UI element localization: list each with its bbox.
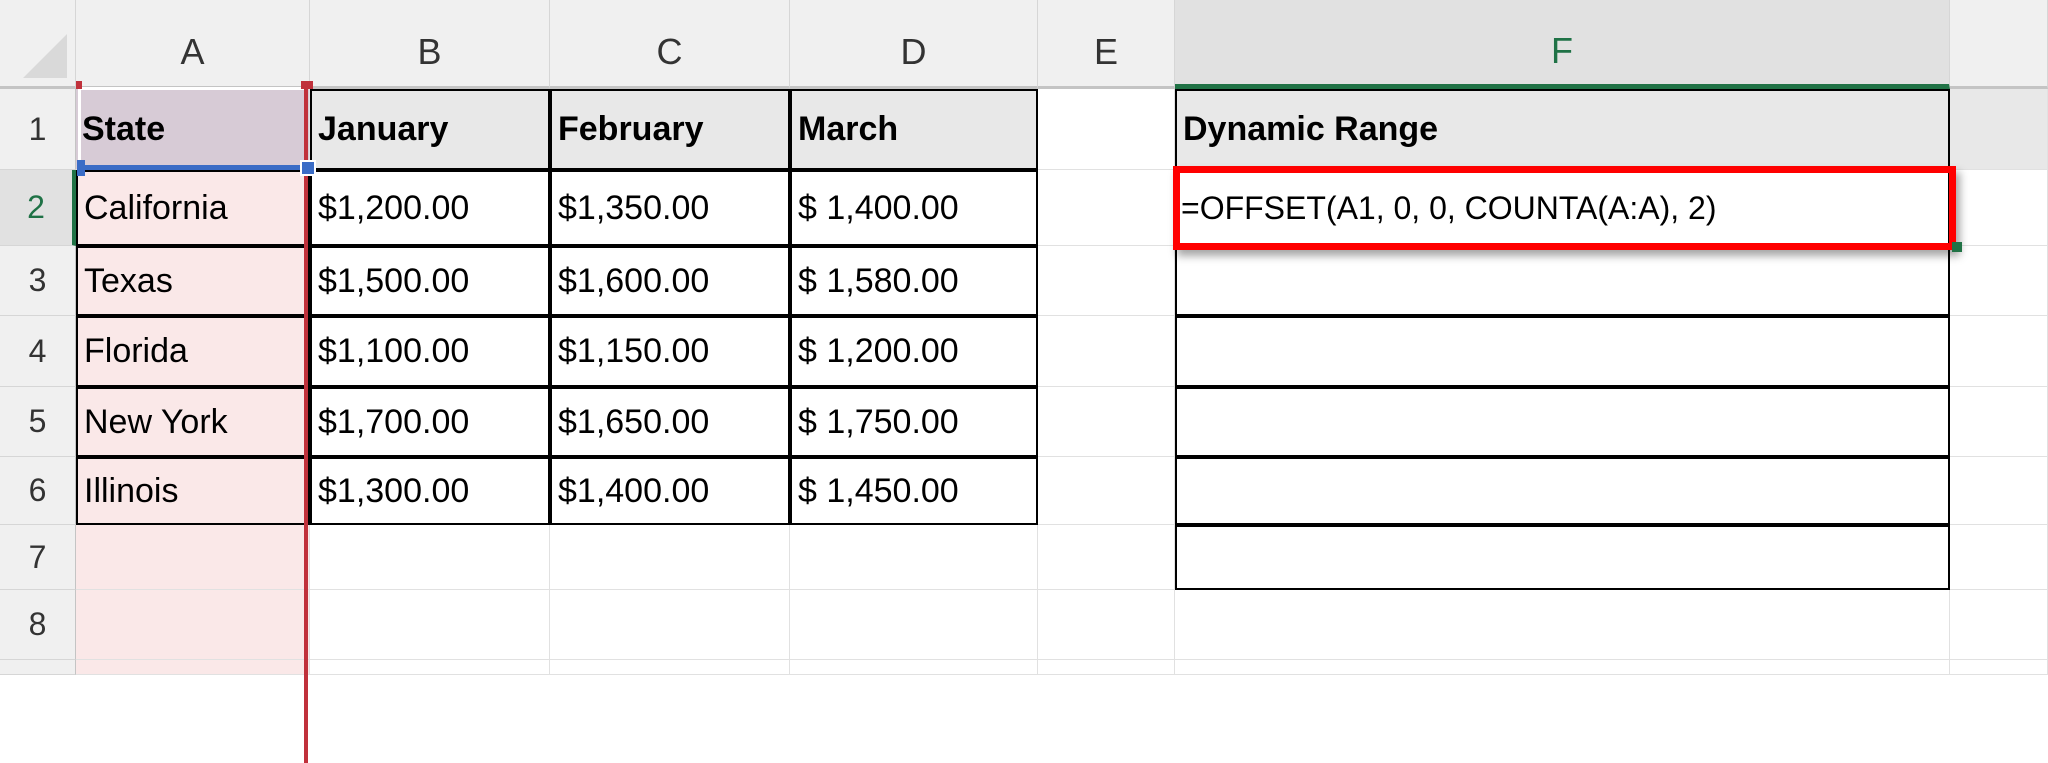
row-header-4[interactable]: 4 (0, 316, 76, 387)
cell[interactable] (310, 525, 550, 590)
cell[interactable] (76, 590, 310, 660)
cell[interactable] (550, 525, 790, 590)
cell[interactable] (1950, 525, 2048, 590)
cell[interactable] (1950, 590, 2048, 660)
cell[interactable] (1175, 660, 1950, 675)
cell[interactable] (550, 590, 790, 660)
cell[interactable] (1175, 590, 1950, 660)
cell[interactable] (1950, 457, 2048, 525)
table-cell[interactable]: $1,200.00 (310, 170, 550, 246)
cell[interactable] (1038, 387, 1175, 457)
cell[interactable] (550, 660, 790, 675)
dynamic-range-header[interactable]: Dynamic Range (1175, 89, 1950, 170)
table-cell[interactable]: $1,400.00 (550, 457, 790, 525)
select-all-triangle-icon (23, 34, 67, 78)
cell[interactable] (310, 660, 550, 675)
row-header-6[interactable]: 6 (0, 457, 76, 525)
table-cell[interactable]: $1,100.00 (310, 316, 550, 387)
range-handle-blue[interactable] (300, 160, 316, 176)
cell[interactable] (1950, 246, 2048, 316)
table-cell[interactable]: $1,700.00 (310, 387, 550, 457)
column-header-a[interactable]: A (76, 0, 310, 89)
cell[interactable] (1950, 316, 2048, 387)
table-cell[interactable]: $ 1,450.00 (790, 457, 1038, 525)
select-all-button[interactable] (0, 0, 76, 89)
table-cell[interactable]: Florida (76, 316, 310, 387)
cell[interactable] (1175, 387, 1950, 457)
table-cell[interactable]: $ 1,750.00 (790, 387, 1038, 457)
cell[interactable] (1950, 170, 2048, 246)
table-header-cell[interactable]: January (310, 89, 550, 170)
cell[interactable] (76, 525, 310, 590)
table-cell[interactable]: New York (76, 387, 310, 457)
table-cell[interactable]: $ 1,580.00 (790, 246, 1038, 316)
row-header-9[interactable] (0, 660, 76, 675)
cell[interactable] (1175, 316, 1950, 387)
table-cell[interactable]: $1,650.00 (550, 387, 790, 457)
table-cell[interactable]: $1,500.00 (310, 246, 550, 316)
table-cell[interactable]: $1,350.00 (550, 170, 790, 246)
selected-cell-a1[interactable] (78, 87, 308, 170)
column-header-d[interactable]: D (790, 0, 1038, 89)
row-header-1[interactable]: 1 (0, 89, 76, 170)
row-header-3[interactable]: 3 (0, 246, 76, 316)
cell[interactable] (1175, 525, 1950, 590)
cell[interactable] (1038, 170, 1175, 246)
row-header-2[interactable]: 2 (0, 170, 76, 246)
row-header-7[interactable]: 7 (0, 525, 76, 590)
table-cell[interactable]: California (76, 170, 310, 246)
row-header-5[interactable]: 5 (0, 387, 76, 457)
cell[interactable] (1038, 246, 1175, 316)
cell[interactable] (1038, 457, 1175, 525)
cell[interactable] (310, 590, 550, 660)
table-cell[interactable]: $1,600.00 (550, 246, 790, 316)
cell[interactable] (1950, 387, 2048, 457)
cell[interactable] (1175, 457, 1950, 525)
column-header-f[interactable]: F (1175, 0, 1950, 89)
range-handle-red[interactable] (301, 81, 313, 89)
cell[interactable] (1038, 660, 1175, 675)
cell[interactable] (790, 590, 1038, 660)
table-cell[interactable]: $ 1,400.00 (790, 170, 1038, 246)
cell[interactable] (76, 660, 310, 675)
table-cell[interactable]: $1,150.00 (550, 316, 790, 387)
table-cell[interactable]: Illinois (76, 457, 310, 525)
cell[interactable] (1038, 316, 1175, 387)
cell[interactable] (790, 525, 1038, 590)
column-header-e[interactable]: E (1038, 0, 1175, 89)
cell[interactable] (1950, 89, 2048, 170)
cell[interactable] (1950, 660, 2048, 675)
cell[interactable] (1038, 89, 1175, 170)
table-cell[interactable]: $ 1,200.00 (790, 316, 1038, 387)
range-border-red (304, 83, 308, 763)
cell[interactable] (1038, 525, 1175, 590)
fill-handle[interactable] (1952, 242, 1962, 252)
formula-highlight-box (1173, 166, 1956, 250)
range-handle-red[interactable] (76, 81, 82, 89)
table-cell[interactable]: $1,300.00 (310, 457, 550, 525)
cell[interactable] (1038, 590, 1175, 660)
column-header-b[interactable]: B (310, 0, 550, 89)
table-header-cell[interactable]: State (76, 89, 310, 170)
column-header-g[interactable] (1950, 0, 2048, 89)
table-header-cell[interactable]: February (550, 89, 790, 170)
table-cell[interactable]: Texas (76, 246, 310, 316)
column-header-c[interactable]: C (550, 0, 790, 89)
cell[interactable] (1175, 246, 1950, 316)
row-header-8[interactable]: 8 (0, 590, 76, 660)
cell[interactable] (790, 660, 1038, 675)
table-header-cell[interactable]: March (790, 89, 1038, 170)
range-handle-blue[interactable] (77, 160, 85, 176)
